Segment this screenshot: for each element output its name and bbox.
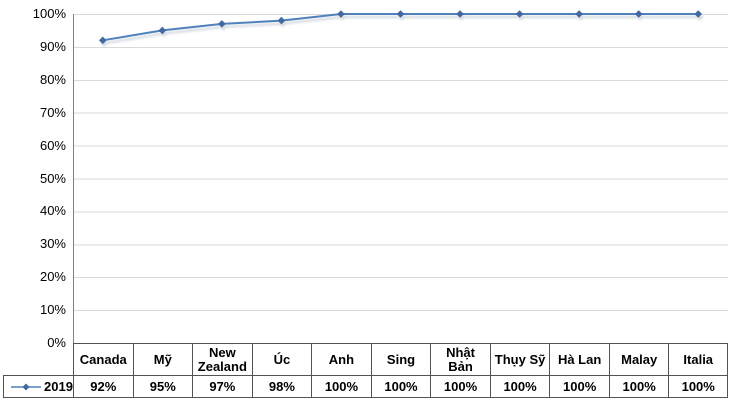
value-cell-nhat-ban: 100% bbox=[430, 375, 490, 398]
series-2019-marker bbox=[694, 10, 703, 18]
y-axis-tick-label: 90% bbox=[39, 38, 66, 54]
series-2019-marker bbox=[634, 10, 643, 18]
value-cell-uc: 98% bbox=[251, 375, 312, 398]
value-cell-canada: 92% bbox=[73, 375, 133, 398]
series-2019-marker bbox=[575, 10, 583, 18]
value-cell-anh: 100% bbox=[311, 375, 371, 398]
data-table: Canada Mỹ New Zealand Úc Anh Sing Nhật B… bbox=[3, 343, 728, 398]
y-axis-tick-label: 80% bbox=[39, 71, 66, 87]
value-cell-thuy-sy: 100% bbox=[489, 375, 550, 398]
series-2019-marker bbox=[158, 26, 167, 35]
series-2019-marker bbox=[396, 10, 405, 18]
series-shadow bbox=[100, 13, 704, 48]
value-cell-sing: 100% bbox=[370, 375, 431, 398]
table-corner-spacer bbox=[3, 343, 73, 375]
legend-series-label: 2019 bbox=[44, 378, 73, 394]
y-axis-tick-label: 10% bbox=[39, 302, 66, 318]
category-header-canada: Canada bbox=[73, 343, 133, 375]
category-header-italia: Italia bbox=[668, 343, 728, 375]
y-axis-tick-label: 50% bbox=[39, 170, 66, 186]
series-2019-marker bbox=[337, 10, 345, 18]
y-axis-tick-label: 100% bbox=[32, 6, 66, 21]
value-cell-malay: 100% bbox=[608, 375, 669, 398]
value-cell-new-zealand: 97% bbox=[192, 375, 252, 398]
legend-cell: 2019 bbox=[3, 375, 73, 398]
value-cell-my: 95% bbox=[132, 375, 193, 398]
y-axis-tick-label: 70% bbox=[39, 104, 66, 120]
category-header-new-zealand: New Zealand bbox=[192, 343, 252, 375]
value-cell-italia: 100% bbox=[668, 375, 728, 398]
value-cell-ha-lan: 100% bbox=[549, 375, 609, 398]
series-2019-marker bbox=[277, 16, 286, 25]
category-header-sing: Sing bbox=[370, 343, 431, 375]
y-axis-tick-label: 20% bbox=[39, 269, 66, 285]
y-axis-tick-label: 30% bbox=[39, 236, 66, 252]
category-header-thuy-sy: Thụy Sỹ bbox=[489, 343, 550, 375]
category-header-nhat-ban: Nhật Bản bbox=[430, 343, 490, 375]
series-2019-marker bbox=[218, 20, 226, 28]
category-header-ha-lan: Hà Lan bbox=[549, 343, 609, 375]
category-header-malay: Malay bbox=[608, 343, 669, 375]
y-axis-tick-label: 40% bbox=[39, 203, 66, 219]
category-header-my: Mỹ bbox=[132, 343, 193, 375]
series-2019-marker bbox=[515, 10, 524, 18]
y-axis-tick-label: 0% bbox=[47, 335, 66, 350]
y-axis-labels: 0% 10% 20% 30% 40% 50% 60% 70% 80% 90% 100% bbox=[0, 0, 66, 405]
series-line-marker-icon bbox=[11, 383, 41, 390]
y-axis-tick-label: 60% bbox=[39, 137, 66, 153]
category-header-anh: Anh bbox=[311, 343, 371, 375]
series-2019-marker bbox=[98, 36, 107, 45]
series-2019-marker bbox=[456, 10, 464, 18]
category-header-uc: Úc bbox=[251, 343, 312, 375]
